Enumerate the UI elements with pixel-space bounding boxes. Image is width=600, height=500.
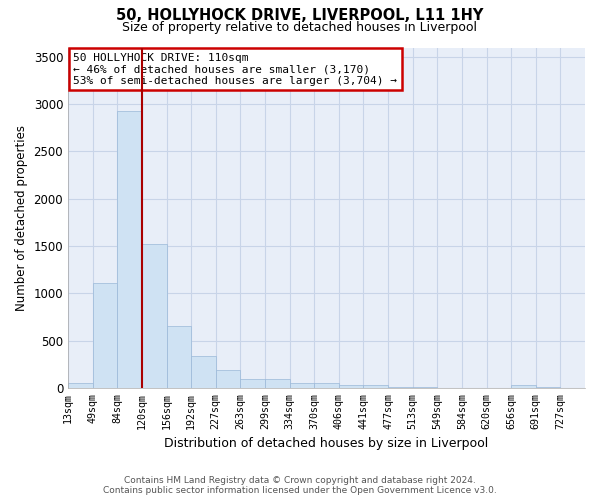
Bar xyxy=(339,385,364,388)
Bar xyxy=(142,244,167,388)
Bar xyxy=(167,326,191,388)
Bar xyxy=(68,383,92,388)
Text: 50 HOLLYHOCK DRIVE: 110sqm
← 46% of detached houses are smaller (3,170)
53% of s: 50 HOLLYHOCK DRIVE: 110sqm ← 46% of deta… xyxy=(73,52,397,86)
Bar xyxy=(314,383,339,388)
Text: 50, HOLLYHOCK DRIVE, LIVERPOOL, L11 1HY: 50, HOLLYHOCK DRIVE, LIVERPOOL, L11 1HY xyxy=(116,8,484,22)
X-axis label: Distribution of detached houses by size in Liverpool: Distribution of detached houses by size … xyxy=(164,437,488,450)
Bar xyxy=(290,382,314,388)
Bar xyxy=(216,370,241,388)
Bar xyxy=(241,380,265,388)
Y-axis label: Number of detached properties: Number of detached properties xyxy=(15,124,28,310)
Text: Contains HM Land Registry data © Crown copyright and database right 2024.
Contai: Contains HM Land Registry data © Crown c… xyxy=(103,476,497,495)
Bar xyxy=(92,283,117,388)
Bar xyxy=(265,380,290,388)
Bar xyxy=(117,111,142,388)
Bar xyxy=(511,386,536,388)
Text: Size of property relative to detached houses in Liverpool: Size of property relative to detached ho… xyxy=(122,21,478,34)
Bar xyxy=(191,356,216,388)
Bar xyxy=(364,385,388,388)
